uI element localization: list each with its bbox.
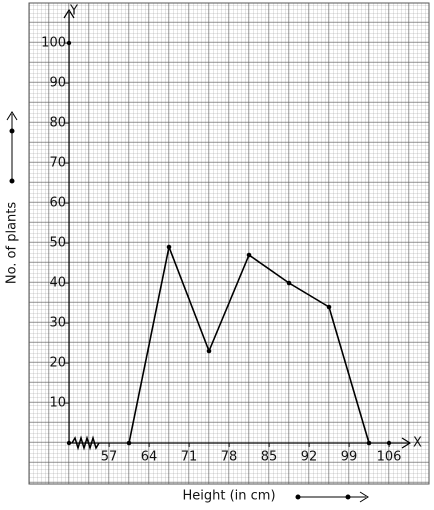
point — [166, 244, 172, 250]
point — [126, 440, 132, 446]
x-tick-label: 78 — [221, 450, 238, 465]
y-tick-label: 60 — [49, 196, 66, 211]
axis-end-dot — [66, 40, 72, 46]
x-tick-label: 64 — [141, 450, 158, 465]
origin-dot — [66, 440, 72, 446]
y-tick-label: 10 — [49, 396, 66, 411]
x-axis-name: X — [413, 436, 422, 451]
y-tick-label: 80 — [49, 116, 66, 131]
x-axis-title: Height (in cm) — [182, 489, 275, 504]
axes — [63, 8, 412, 451]
y-axis-name: Y — [69, 4, 78, 19]
graph-paper — [28, 2, 430, 485]
x-tick-label: 71 — [181, 450, 198, 465]
point — [206, 348, 212, 354]
point — [366, 440, 372, 446]
x-tick-label: 57 — [101, 450, 118, 465]
point — [286, 280, 292, 286]
y-tick-label: 90 — [49, 76, 66, 91]
x-tick-label: 106 — [377, 450, 402, 465]
axis-end-dot — [386, 440, 392, 446]
y-tick-label: 100 — [41, 36, 66, 51]
y-tick-label: 70 — [49, 156, 66, 171]
x-tick-label: 92 — [301, 450, 318, 465]
y-tick-label: 30 — [49, 316, 66, 331]
point — [326, 304, 332, 310]
point — [246, 252, 252, 258]
y-axis-title: No. of plants — [5, 202, 20, 285]
x-tick-label: 99 — [341, 450, 358, 465]
decor-arrows — [6, 111, 369, 503]
y-tick-label: 20 — [49, 356, 66, 371]
y-tick-label: 50 — [49, 236, 66, 251]
y-tick-label: 40 — [49, 276, 66, 291]
x-tick-label: 85 — [261, 450, 278, 465]
